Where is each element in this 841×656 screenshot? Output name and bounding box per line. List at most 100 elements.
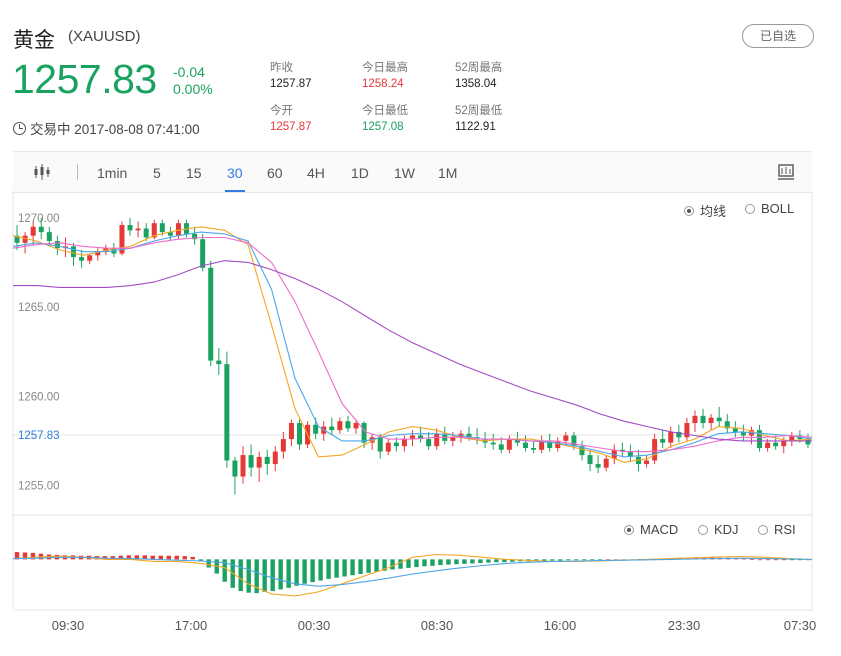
period-1d[interactable]: 1D — [351, 165, 369, 181]
macd-bar — [350, 559, 355, 576]
candle-body — [409, 435, 416, 440]
macd-bar — [438, 559, 443, 566]
legend-kdj[interactable]: KDJ — [698, 522, 739, 537]
y-tick-label: 1265.00 — [18, 302, 60, 314]
radio-icon[interactable] — [758, 524, 768, 535]
candle-body — [627, 451, 633, 457]
candle-body — [377, 437, 383, 452]
y-tick-label: 1260.00 — [18, 391, 60, 403]
candle-body — [192, 233, 198, 240]
period-5[interactable]: 5 — [153, 165, 161, 181]
macd-bar — [326, 559, 331, 579]
macd-bar — [789, 559, 795, 561]
legend-boll[interactable]: BOLL — [745, 201, 794, 216]
macd-bar — [446, 559, 451, 565]
period-4h[interactable]: 4H — [307, 165, 325, 181]
macd-bar — [382, 559, 387, 571]
period-15[interactable]: 15 — [186, 165, 202, 181]
y-tick-label: 1270.00 — [18, 213, 60, 225]
candle-body — [434, 433, 440, 447]
candle-body — [660, 439, 666, 443]
macd-bar — [174, 555, 179, 560]
radio-icon[interactable] — [624, 524, 634, 535]
macd-bar — [749, 558, 755, 560]
candle-body — [644, 460, 650, 465]
macd-bar — [166, 555, 172, 560]
radio-icon[interactable] — [698, 524, 708, 535]
macd-bar — [470, 559, 475, 564]
macd-bar — [374, 559, 379, 572]
macd-bar — [142, 555, 148, 560]
trading-status: 交易中 2017-08-08 07:41:00 — [13, 118, 200, 138]
period-1w[interactable]: 1W — [394, 165, 415, 181]
period-1m[interactable]: 1M — [438, 165, 458, 181]
candle-body — [313, 424, 319, 434]
candle-body — [514, 439, 520, 443]
candle-body — [159, 223, 165, 233]
legend-ma[interactable]: 均线 — [684, 201, 726, 220]
status-text: 交易中 2017-08-08 07:41:00 — [30, 122, 200, 137]
ma-slow-line — [13, 260, 812, 442]
legend-macd[interactable]: MACD — [624, 522, 678, 537]
candle-body — [119, 224, 125, 254]
candle-body — [676, 431, 682, 438]
macd-bar — [606, 559, 611, 561]
period-60[interactable]: 60 — [267, 165, 283, 181]
x-tick-label: 17:00 — [175, 618, 208, 633]
macd-bar — [486, 559, 491, 563]
stat-label: 52周最低 — [455, 105, 503, 117]
legend-ma-label: 均线 — [700, 204, 727, 219]
macd-bar — [430, 559, 435, 566]
period-1min[interactable]: 1min — [97, 165, 128, 181]
candle-body — [240, 455, 246, 477]
candle-body — [490, 442, 496, 445]
macd-bar — [14, 552, 20, 560]
candle-body — [571, 435, 577, 447]
candle-body — [329, 426, 335, 431]
macd-bar — [574, 559, 579, 561]
candle-body — [345, 421, 351, 429]
clock-icon — [13, 121, 26, 135]
candle-body — [740, 431, 746, 436]
macd-bar — [30, 552, 36, 560]
macd-bar — [398, 559, 403, 569]
candle-body — [773, 442, 779, 447]
candle-body — [385, 442, 391, 452]
stat-value: 1257.87 — [270, 78, 312, 90]
x-tick-label: 08:30 — [421, 618, 454, 633]
macd-bar — [126, 555, 132, 560]
candle-body — [765, 442, 771, 448]
stat-value: 1358.04 — [455, 78, 497, 90]
candle-body — [652, 439, 658, 461]
macd-bar — [414, 559, 419, 568]
macd-bar — [294, 559, 299, 586]
candle-body — [393, 442, 399, 447]
candle-body — [619, 449, 625, 452]
candle-body — [466, 433, 472, 438]
stat-value: 1257.08 — [362, 121, 404, 133]
candle-body — [369, 437, 375, 443]
stat-52w-low: 52周最低 1122.91 — [455, 103, 502, 135]
period-30[interactable]: 30 — [225, 165, 245, 192]
candle-body — [555, 440, 561, 448]
candle-body — [353, 423, 359, 429]
price-change: -0.04 0.00% — [173, 64, 213, 98]
candle-body — [167, 232, 173, 236]
macd-bar — [358, 559, 363, 574]
macd-bar — [693, 557, 699, 560]
candlestick-icon[interactable] — [33, 163, 51, 181]
change-percent: 0.00% — [173, 81, 213, 97]
macd-bar — [550, 559, 555, 561]
candle-body — [95, 251, 101, 256]
candle-body — [280, 439, 286, 452]
candle-body — [684, 423, 690, 438]
radio-icon[interactable] — [745, 203, 755, 214]
candle-body — [724, 421, 730, 429]
fullscreen-icon[interactable] — [777, 163, 795, 181]
macd-bar — [310, 559, 315, 583]
legend-rsi[interactable]: RSI — [758, 522, 796, 537]
radio-icon[interactable] — [684, 205, 694, 216]
macd-bar — [318, 559, 323, 581]
watchlist-button[interactable]: 已自选 — [742, 24, 814, 48]
